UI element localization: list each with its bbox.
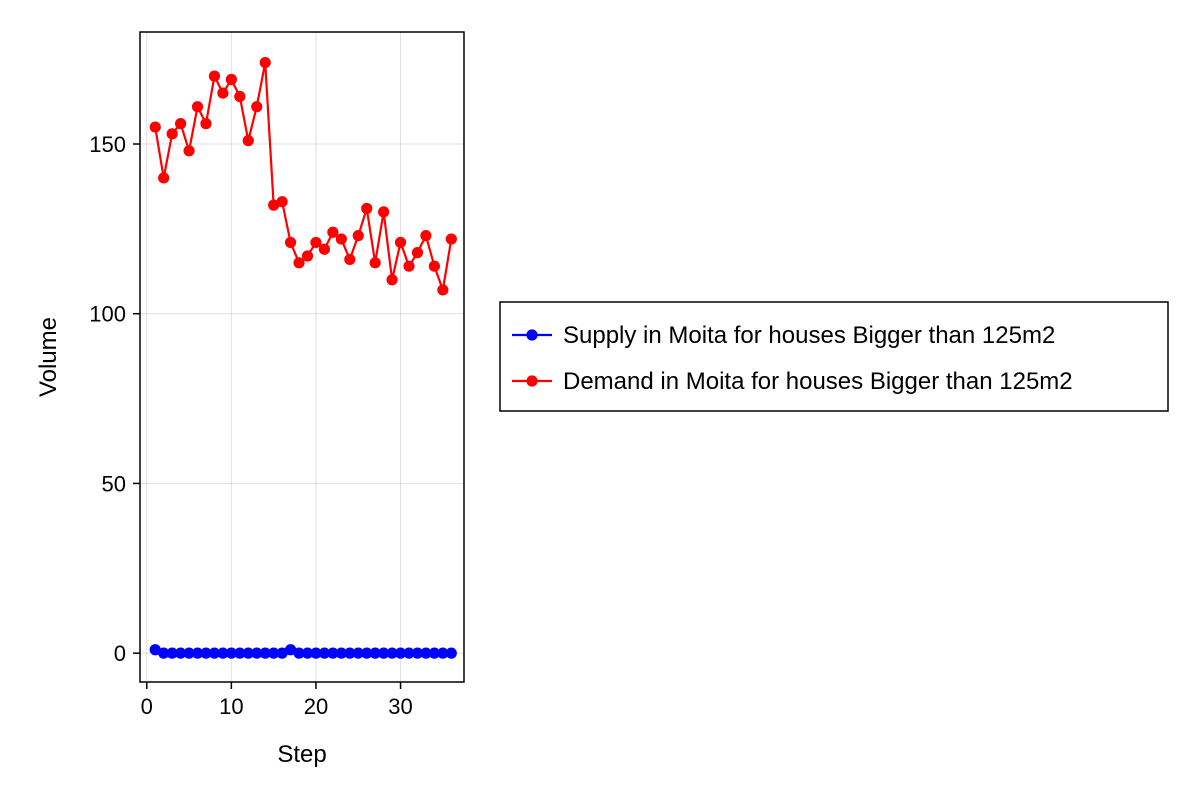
data-point [183,647,195,659]
legend-label: Supply in Moita for houses Bigger than 1… [563,322,1055,349]
data-point [225,73,237,86]
data-point [293,257,305,269]
data-point [208,647,221,659]
data-point [352,647,364,659]
data-point [335,647,347,659]
data-point [386,647,398,659]
data-point [335,233,347,245]
data-point [411,647,424,659]
data-point [378,206,390,218]
series-0 [149,644,457,659]
data-point [310,647,322,659]
data-point [217,647,229,659]
legend-item: Supply in Moita for houses Bigger than 1… [512,322,1055,349]
data-point [361,202,373,215]
data-point [158,172,170,184]
x-tick-label: 30 [388,694,412,719]
data-point [175,647,187,659]
data-point [327,647,339,659]
data-point [394,647,407,659]
data-point [268,199,280,211]
legend-item: Demand in Moita for houses Bigger than 1… [512,368,1073,395]
data-point [268,647,280,659]
data-point [175,118,187,130]
data-point [251,101,263,113]
data-point [327,226,339,238]
legend: Supply in Moita for houses Bigger than 1… [499,301,1169,412]
data-point [361,647,373,659]
data-point [428,260,440,272]
ticks: 0 10 20 30 0 50 100 150 [89,132,413,719]
y-tick-label: 50 [102,471,126,496]
data-point [403,260,415,272]
y-axis-title: Volume [35,317,62,397]
data-point [191,101,204,113]
data-point [394,236,407,249]
data-point [437,284,449,296]
x-tick-label: 0 [141,694,153,719]
data-point [369,647,381,659]
data-point [166,647,178,659]
data-point [411,247,424,259]
data-point [276,647,288,659]
data-point [284,236,297,249]
legend-frame [499,301,1169,412]
series-1 [149,56,457,296]
data-point [208,70,221,82]
legend-swatch-marker [526,329,538,341]
data-point [191,647,204,659]
y-tick-label: 0 [114,641,126,666]
data-point [200,647,212,659]
data-point [225,647,237,659]
data-point [445,647,457,659]
data-point [158,647,170,659]
data-point [386,274,398,286]
data-point [200,118,212,130]
data-point [242,647,254,659]
legend-swatch-marker [526,375,538,387]
legend-label: Demand in Moita for houses Bigger than 1… [563,368,1073,395]
x-tick-label: 10 [219,694,243,719]
grid [140,32,464,682]
data-point [217,87,229,99]
data-point [369,257,381,269]
data-point [403,647,415,659]
data-point [301,250,314,262]
data-point [378,647,390,659]
data-point [420,647,432,659]
data-point [276,196,288,208]
data-point [293,647,305,659]
data-point [284,644,297,656]
plot-frame [139,31,465,683]
data-point [149,121,161,133]
data-point [437,647,449,659]
data-point [344,253,356,266]
data-point [318,647,331,659]
data-point [166,128,178,140]
data-point [420,230,432,242]
data-point [259,647,271,659]
data-point [259,56,271,69]
data-point [445,233,457,245]
data-point [344,647,356,659]
y-tick-label: 100 [89,302,126,327]
data-point [428,647,440,659]
data-point [318,243,331,255]
data-point [234,90,246,103]
data-point [183,145,195,157]
data-point [310,236,322,249]
data-point [234,647,246,659]
series-layer [149,56,457,659]
y-tick-label: 150 [89,132,126,157]
data-point [149,644,161,656]
x-tick-label: 20 [304,694,328,719]
data-point [301,647,314,659]
x-axis-title: Step [277,741,326,768]
data-point [242,135,254,147]
data-point [251,647,263,659]
data-point [352,230,364,242]
